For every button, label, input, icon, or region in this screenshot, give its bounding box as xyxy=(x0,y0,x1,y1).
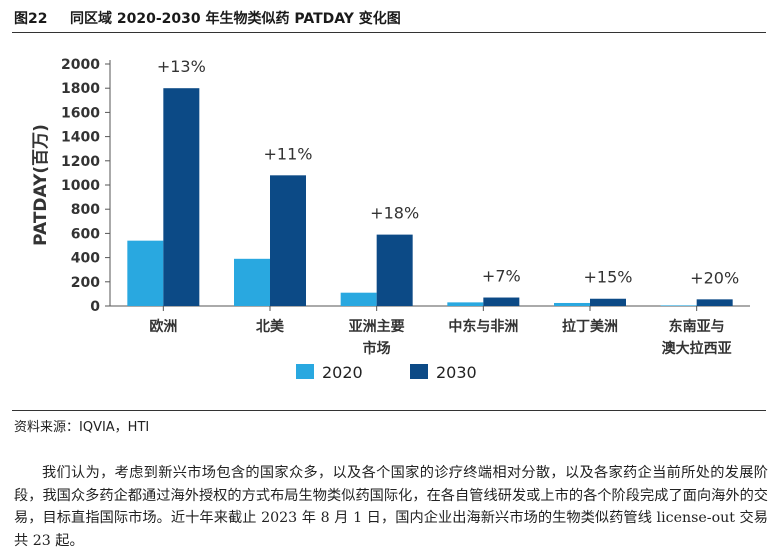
y-tick-label: 1600 xyxy=(61,105,100,121)
bar-2030 xyxy=(270,175,306,306)
x-tick-label: 亚洲主要 xyxy=(349,318,405,335)
figure-number: 图22 xyxy=(14,11,48,27)
y-tick-label: 200 xyxy=(71,275,100,291)
x-tick-label: 市场 xyxy=(363,340,391,357)
y-axis-label: PATDAY(百万) xyxy=(31,124,51,246)
body-paragraph: 我们认为，考虑到新兴市场包含的国家众多，以及各个国家的诊疗终端相对分散，以及各家… xyxy=(14,465,768,549)
y-tick-label: 1800 xyxy=(61,81,100,97)
y-tick-label: 1400 xyxy=(61,130,100,146)
x-tick-label: 东南亚与 xyxy=(669,318,725,335)
x-tick-label: 拉丁美洲 xyxy=(562,318,618,335)
source-note: 资料来源：IQVIA，HTI xyxy=(14,420,150,435)
growth-annotation: +18% xyxy=(370,204,419,223)
top-rule xyxy=(12,32,766,33)
legend-swatch-2030 xyxy=(410,364,428,379)
x-tick-label: 中东与非洲 xyxy=(448,318,518,335)
growth-annotation: +11% xyxy=(264,144,313,163)
legend-label-2030: 2030 xyxy=(436,363,477,382)
y-tick-label: 2000 xyxy=(61,57,100,73)
bar-2020 xyxy=(127,240,164,306)
bottom-rule xyxy=(12,410,766,411)
legend-label-2020: 2020 xyxy=(322,363,363,382)
figure-title: 图22 同区域 2020-2030 年生物类似药 PATDAY 变化图 xyxy=(14,8,401,28)
bar-2030 xyxy=(590,298,626,306)
bar-2020 xyxy=(554,302,590,306)
y-tick-label: 600 xyxy=(71,226,100,242)
bar-2030 xyxy=(376,234,413,306)
x-tick-label: 澳大拉西亚 xyxy=(662,340,732,357)
bar-chart: 0 200 400 600 800 1000 1200 1400 1600 1800 2000 PAT… xyxy=(31,57,750,382)
bar-2020 xyxy=(234,258,270,306)
bar-2020 xyxy=(660,305,697,306)
legend-swatch-2020 xyxy=(296,364,314,379)
y-tick-label: 400 xyxy=(71,251,100,267)
bar-2020 xyxy=(447,302,484,306)
bar-2030 xyxy=(163,88,200,306)
x-tick-label: 北美 xyxy=(256,318,285,335)
figure-title-text: 同区域 2020-2030 年生物类似药 PATDAY 变化图 xyxy=(70,11,401,27)
y-tick-label: 1200 xyxy=(61,154,100,170)
x-tick-label: 欧洲 xyxy=(149,318,177,335)
growth-annotation: +13% xyxy=(157,57,206,76)
bar-2030 xyxy=(483,297,520,306)
growth-annotation: +7% xyxy=(482,267,521,286)
growth-annotation: +20% xyxy=(690,268,739,287)
y-tick-label: 800 xyxy=(71,202,100,218)
bar-2020 xyxy=(340,292,377,306)
y-tick-label: 0 xyxy=(90,299,100,315)
growth-annotation: +15% xyxy=(584,268,633,287)
y-tick-label: 1000 xyxy=(61,178,100,194)
bar-2030 xyxy=(696,299,733,306)
